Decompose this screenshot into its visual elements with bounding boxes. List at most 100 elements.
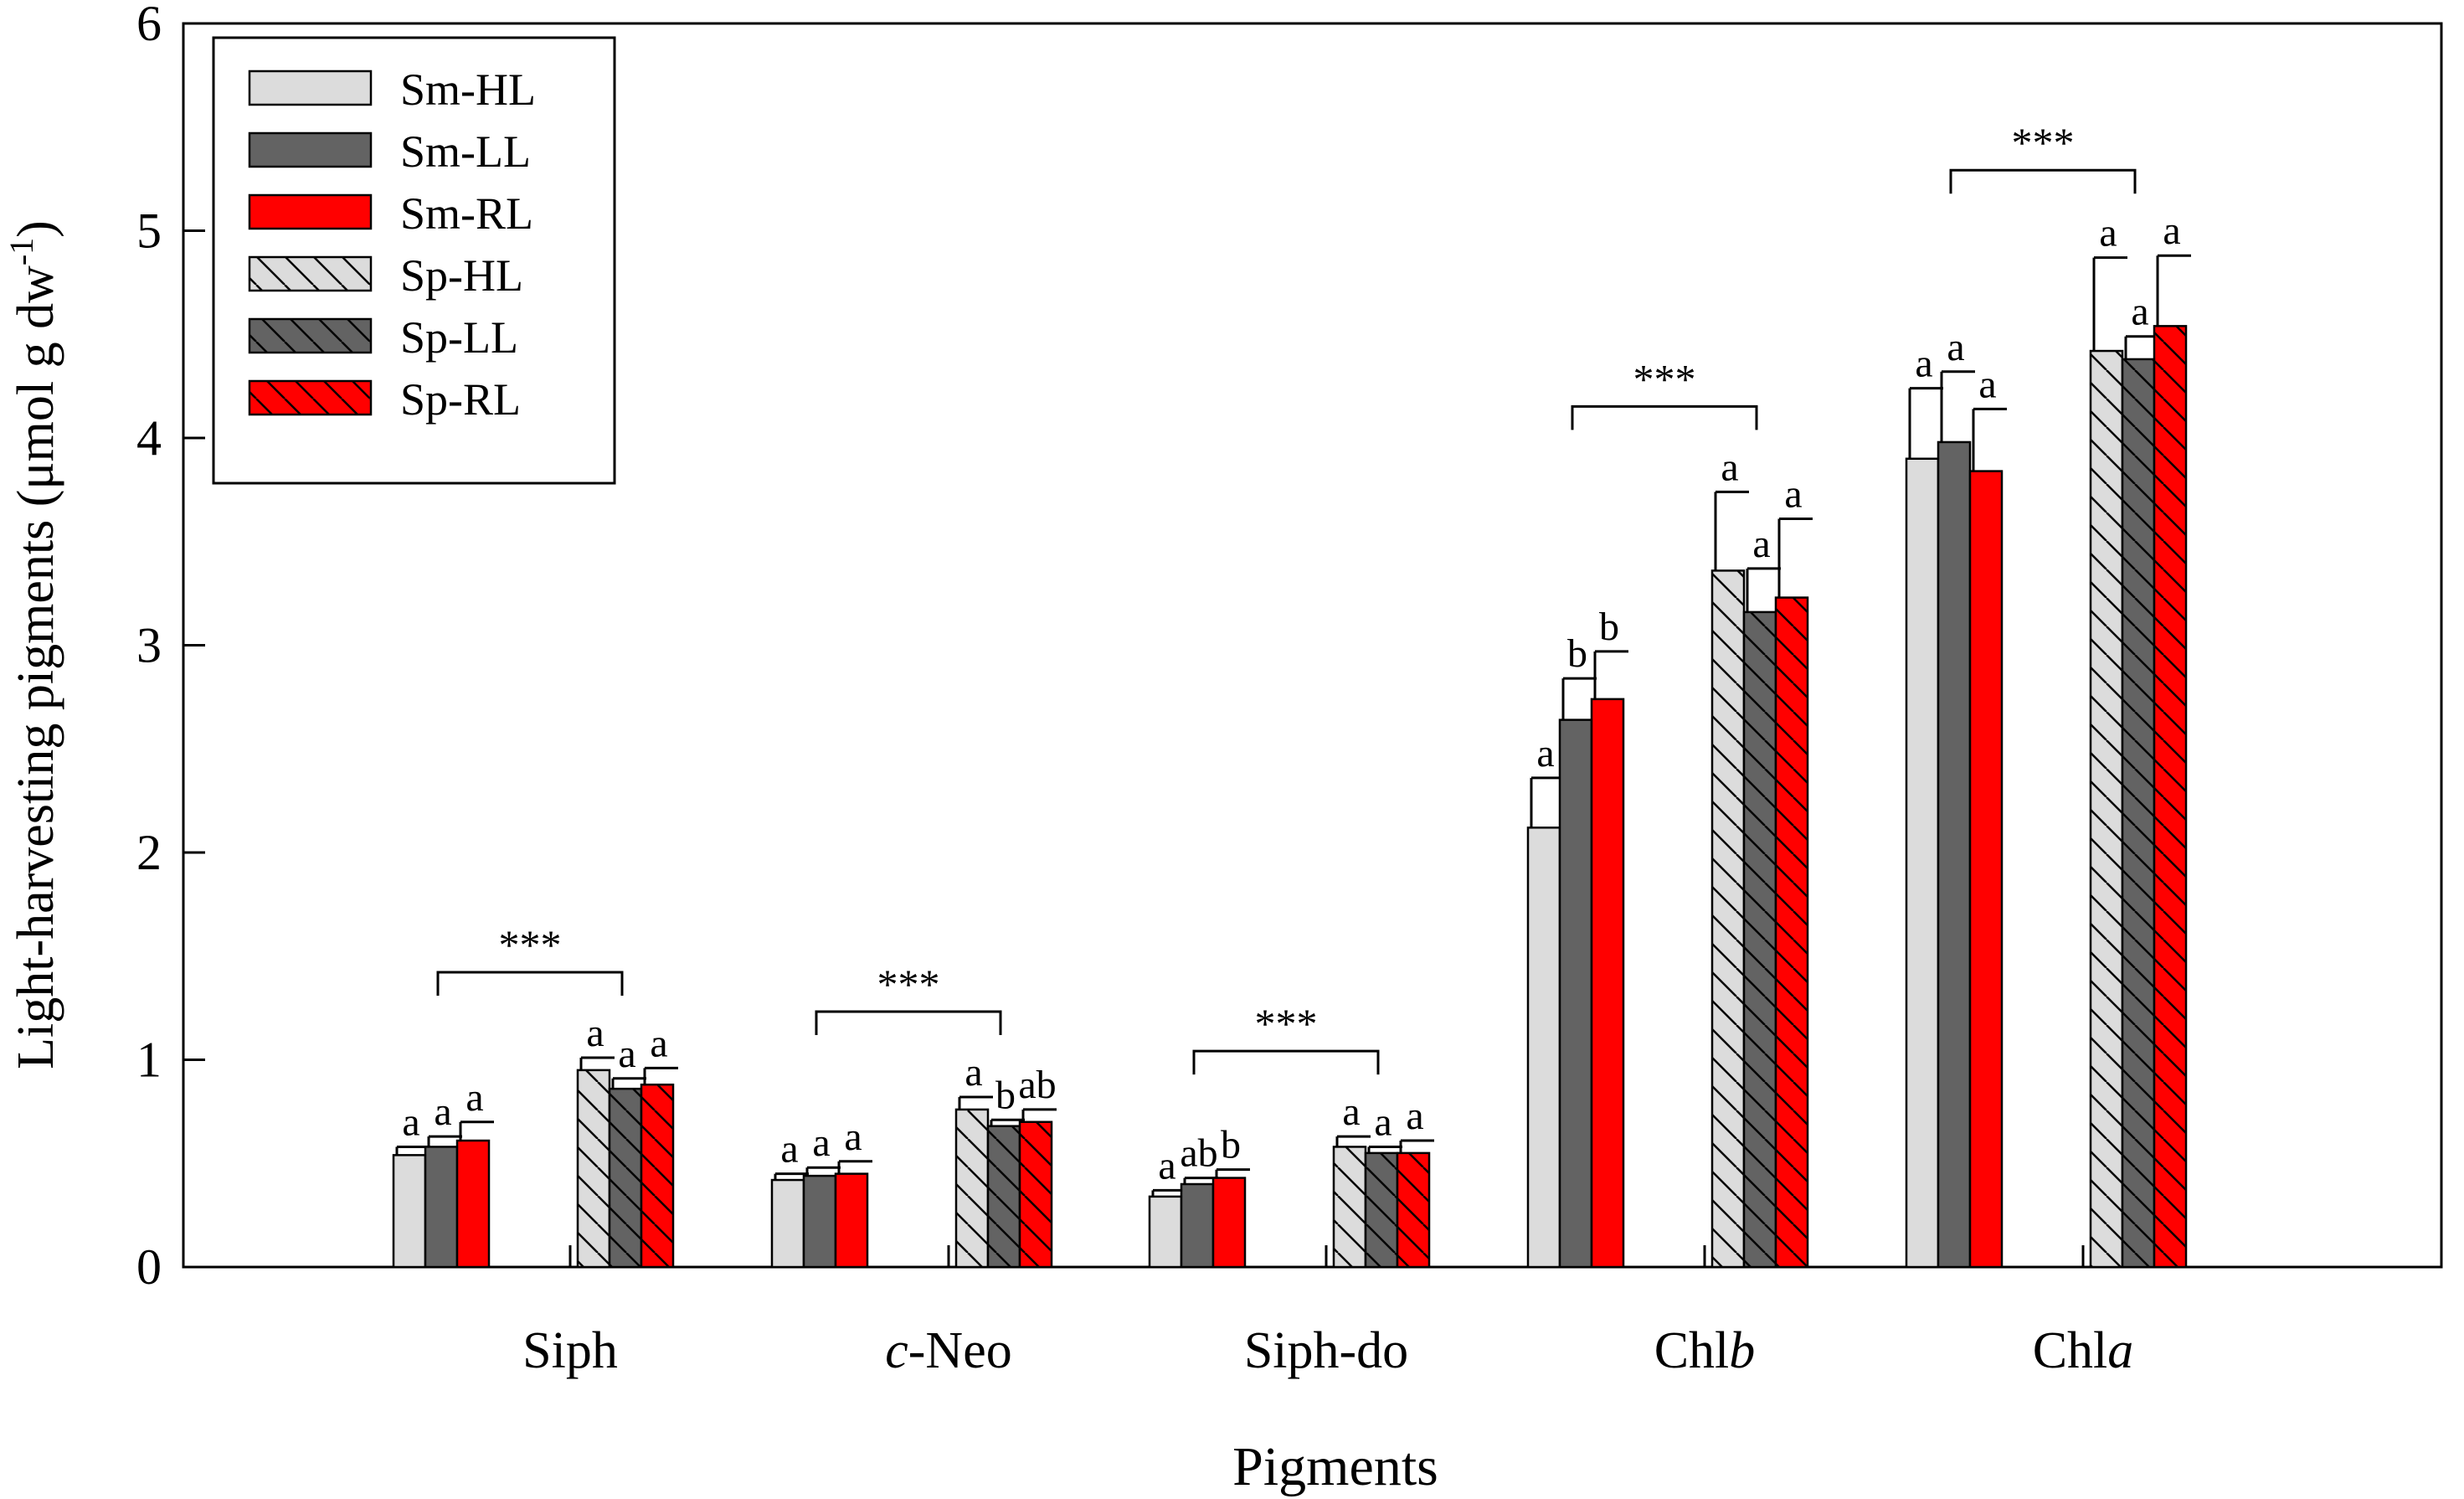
error-bar-sm-ll-1: [805, 1166, 841, 1177]
x-tick-label-1-italic: c: [885, 1322, 908, 1379]
bar-sm-rl-0: [455, 1139, 491, 1269]
significance-letter-sp-rl-0: a: [650, 1021, 667, 1065]
error-bar-sp-hl-0: [579, 1056, 615, 1070]
x-tick-label-3: Chlb: [1654, 1322, 1756, 1379]
error-bar-sp-ll-3: [1746, 567, 1781, 612]
significance-letter-sp-hl-2: a: [1342, 1089, 1360, 1134]
bar-sm-hl-2: [1148, 1195, 1183, 1269]
bars-layer: [392, 254, 2191, 1269]
error-bar-sp-hl-3: [1714, 490, 1749, 571]
error-bar-sm-rl-2: [1215, 1168, 1250, 1178]
legend-swatch-sp-hl: [248, 255, 373, 292]
error-bar-sp-rl-3: [1777, 518, 1813, 598]
bar-sp-hl-1: [954, 1108, 990, 1269]
legend-swatch-sm-ll: [248, 131, 373, 168]
y-axis: 0 1 2 3 4 5 6: [136, 0, 205, 1295]
significance-letter-sm-ll-2: ab: [1180, 1131, 1217, 1176]
y-axis-title-close: ): [8, 220, 64, 238]
x-tick-label-4: Chla: [2033, 1322, 2134, 1379]
x-tick-label-2: Siph-do: [1244, 1322, 1408, 1379]
bar-sp-rl-2: [1396, 1151, 1431, 1269]
legend-label-sp-ll: Sp-LL: [400, 312, 518, 363]
error-bar-sm-rl-4: [1972, 407, 2007, 471]
significance-letter-sm-rl-4: a: [1978, 362, 1996, 406]
bar-sp-ll-1: [986, 1125, 1021, 1269]
significance-bracket-3: ***: [1571, 355, 1758, 430]
bar-sp-ll-3: [1742, 610, 1777, 1269]
bar-sm-hl-4: [1905, 457, 1940, 1269]
significance-bracket-line: [436, 971, 624, 997]
legend-item-sm-hl: Sm-HL: [248, 64, 536, 115]
bar-sp-rl-3: [1774, 596, 1809, 1269]
x-tick-label-4-prefix: Chl: [2033, 1322, 2108, 1379]
significance-letter-sm-hl-3: a: [1536, 731, 1554, 775]
y-tick-label-3: 3: [136, 618, 162, 673]
significance-letter-sm-hl-2: a: [1158, 1143, 1175, 1187]
significance-bracket-1: ***: [815, 961, 1002, 1036]
significance-letter-sp-ll-4: a: [2131, 290, 2148, 334]
significance-letter-sp-ll-2: a: [1374, 1100, 1391, 1144]
significance-letter-sm-hl-1: a: [780, 1127, 798, 1172]
significance-letter-sp-hl-0: a: [586, 1011, 604, 1055]
error-bar-sm-ll-4: [1940, 370, 1975, 442]
significance-letter-sm-ll-0: a: [434, 1089, 451, 1134]
significance-letter-sm-rl-0: a: [466, 1075, 483, 1120]
error-bar-sp-hl-1: [958, 1095, 993, 1110]
bar-sm-rl-3: [1590, 698, 1625, 1269]
x-axis-title: Pigments: [1232, 1436, 1438, 1497]
error-bar-sp-rl-1: [1021, 1108, 1057, 1122]
significance-letter-sp-hl-4: a: [2099, 211, 2117, 255]
error-bar-sm-ll-0: [427, 1135, 462, 1147]
significance-letter-sp-rl-1: ab: [1018, 1063, 1056, 1107]
y-tick-label-4: 4: [136, 410, 162, 466]
significance-letter-sm-ll-4: a: [1947, 325, 1964, 369]
bar-sp-ll-2: [1364, 1151, 1399, 1269]
legend-label-sm-hl: Sm-HL: [400, 64, 536, 115]
significance-letter-sm-hl-0: a: [402, 1100, 419, 1144]
significance-stars-0: ***: [499, 921, 562, 968]
y-tick-label-6: 6: [136, 0, 162, 51]
bar-sm-ll-3: [1558, 719, 1593, 1269]
significance-bracket-line: [1571, 404, 1758, 430]
legend-item-sp-ll: Sp-LL: [248, 312, 518, 363]
error-bar-sm-rl-0: [459, 1120, 494, 1141]
error-bar-sm-ll-3: [1561, 677, 1597, 720]
significance-letter-sm-rl-1: a: [844, 1115, 862, 1159]
legend-swatch-sp-ll: [248, 317, 373, 354]
x-tick-label-2-suffix: Siph-do: [1244, 1322, 1408, 1379]
legend-item-sm-rl: Sm-RL: [248, 188, 533, 239]
legend-item-sp-rl: Sp-RL: [248, 374, 521, 425]
bar-sm-ll-4: [1937, 440, 1972, 1269]
x-tick-label-0-suffix: Siph: [522, 1322, 618, 1379]
legend-swatch-sm-hl: [248, 70, 373, 106]
bar-sm-hl-0: [392, 1154, 427, 1269]
bar-sm-rl-4: [1968, 470, 2004, 1269]
bar-sp-rl-0: [640, 1083, 675, 1269]
significance-letter-sm-ll-1: a: [812, 1120, 830, 1165]
significance-letter-sm-rl-2: b: [1221, 1123, 1241, 1167]
y-tick-label-5: 5: [136, 203, 162, 259]
bar-sm-rl-1: [834, 1172, 869, 1269]
bar-sm-ll-1: [802, 1174, 837, 1269]
legend-label-sm-ll: Sm-LL: [400, 126, 531, 177]
y-axis-title: Light-harvesting pigments (μmol g dw-1): [3, 220, 64, 1069]
significance-bracket-line: [1192, 1049, 1380, 1075]
y-axis-title-sup: -1: [3, 238, 40, 265]
error-bar-sp-rl-2: [1399, 1139, 1434, 1153]
bar-sm-hl-3: [1526, 827, 1561, 1269]
bar-sp-hl-4: [2089, 349, 2124, 1269]
significance-stars-1: ***: [877, 961, 940, 1007]
legend-swatch-sp-rl: [248, 379, 373, 416]
y-tick-label-1: 1: [136, 1033, 162, 1088]
significance-letter-sp-rl-3: a: [1784, 472, 1802, 517]
significance-letter-sp-ll-0: a: [618, 1032, 635, 1076]
significance-stars-4: ***: [2012, 119, 2075, 166]
error-bar-sp-ll-0: [611, 1077, 646, 1089]
significance-bracket-line: [1949, 168, 2137, 194]
x-tick-label-3-prefix: Chl: [1654, 1322, 1730, 1379]
error-bar-sm-rl-1: [837, 1160, 872, 1174]
x-tick-label-1: c-Neo: [885, 1322, 1011, 1379]
bar-sp-hl-2: [1332, 1146, 1367, 1269]
